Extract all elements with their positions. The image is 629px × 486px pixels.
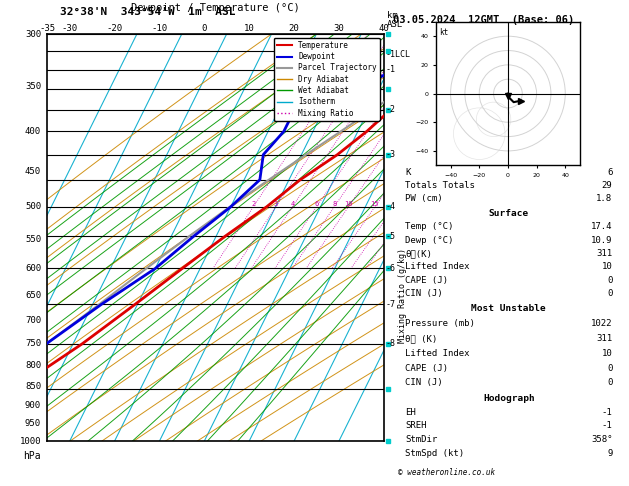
Text: 0: 0 [607, 378, 613, 387]
Text: 30: 30 [333, 24, 344, 33]
Text: Lifted Index: Lifted Index [405, 262, 470, 271]
Text: 350: 350 [25, 82, 41, 91]
Text: -1: -1 [386, 65, 396, 74]
Text: CAPE (J): CAPE (J) [405, 364, 448, 373]
Text: 4: 4 [290, 201, 294, 207]
Text: 311: 311 [596, 334, 613, 343]
Text: 0: 0 [607, 364, 613, 373]
Text: -5: -5 [386, 232, 396, 241]
Text: 0: 0 [607, 276, 613, 285]
Legend: Temperature, Dewpoint, Parcel Trajectory, Dry Adiabat, Wet Adiabat, Isotherm, Mi: Temperature, Dewpoint, Parcel Trajectory… [274, 38, 380, 121]
Text: Temp (°C): Temp (°C) [405, 222, 454, 231]
Text: 3: 3 [274, 201, 278, 207]
Text: 311: 311 [596, 249, 613, 258]
Text: 40: 40 [378, 24, 389, 33]
Text: -30: -30 [62, 24, 77, 33]
Text: Totals Totals: Totals Totals [405, 181, 475, 190]
Text: 03.05.2024  12GMT  (Base: 06): 03.05.2024 12GMT (Base: 06) [393, 15, 574, 25]
Text: 2: 2 [251, 201, 255, 207]
Text: hPa: hPa [23, 451, 41, 462]
Text: -35: -35 [39, 24, 55, 33]
Text: 400: 400 [25, 127, 41, 136]
Text: -3: -3 [386, 150, 396, 159]
Text: 10.9: 10.9 [591, 236, 613, 244]
Text: 358°: 358° [591, 435, 613, 444]
Text: 800: 800 [25, 361, 41, 370]
Text: K: K [405, 168, 411, 177]
Text: 0: 0 [201, 24, 207, 33]
Text: CIN (J): CIN (J) [405, 289, 443, 298]
Text: Mixing Ratio (g/kg): Mixing Ratio (g/kg) [398, 248, 407, 343]
Text: 750: 750 [25, 340, 41, 348]
Text: Dewpoint / Temperature (°C): Dewpoint / Temperature (°C) [131, 3, 300, 14]
Text: -20: -20 [106, 24, 123, 33]
Text: -4: -4 [386, 202, 396, 211]
Text: 300: 300 [25, 30, 41, 38]
Text: -6: -6 [386, 264, 396, 273]
Text: -1: -1 [602, 408, 613, 417]
Text: -2: -2 [386, 105, 396, 114]
Text: Hodograph: Hodograph [483, 394, 535, 403]
Text: 850: 850 [25, 382, 41, 391]
Text: ASL: ASL [387, 20, 403, 29]
Text: 9: 9 [607, 449, 613, 458]
Text: 10: 10 [602, 348, 613, 358]
Text: 10: 10 [344, 201, 353, 207]
Text: -1LCL: -1LCL [386, 51, 411, 59]
Text: EH: EH [405, 408, 416, 417]
Text: Surface: Surface [489, 209, 529, 218]
Text: 6: 6 [607, 168, 613, 177]
Text: 20: 20 [289, 24, 299, 33]
Text: km: km [387, 11, 398, 20]
Text: 650: 650 [25, 291, 41, 300]
Text: 29: 29 [602, 181, 613, 190]
Text: 10: 10 [602, 262, 613, 271]
Text: 6: 6 [314, 201, 319, 207]
Text: SREH: SREH [405, 421, 427, 431]
Text: kt: kt [439, 28, 448, 36]
Text: 1.8: 1.8 [596, 194, 613, 204]
Text: 450: 450 [25, 167, 41, 175]
Text: 950: 950 [25, 419, 41, 429]
Text: 10: 10 [243, 24, 255, 33]
Text: StmSpd (kt): StmSpd (kt) [405, 449, 464, 458]
Text: CIN (J): CIN (J) [405, 378, 443, 387]
Text: θᴇ(K): θᴇ(K) [405, 249, 432, 258]
Text: Dewp (°C): Dewp (°C) [405, 236, 454, 244]
Text: -8: -8 [386, 340, 396, 348]
Text: Pressure (mb): Pressure (mb) [405, 319, 475, 328]
Text: -10: -10 [152, 24, 167, 33]
Text: 900: 900 [25, 401, 41, 410]
Text: 8: 8 [332, 201, 337, 207]
Text: © weatheronline.co.uk: © weatheronline.co.uk [398, 468, 494, 477]
Text: 600: 600 [25, 264, 41, 273]
Text: Most Unstable: Most Unstable [472, 304, 546, 313]
Text: 500: 500 [25, 202, 41, 211]
Text: 1022: 1022 [591, 319, 613, 328]
Text: 32°38'N  343°54'W  1m  ASL: 32°38'N 343°54'W 1m ASL [60, 7, 235, 17]
Text: PW (cm): PW (cm) [405, 194, 443, 204]
Text: CAPE (J): CAPE (J) [405, 276, 448, 285]
Text: 1000: 1000 [19, 437, 41, 446]
Text: 17.4: 17.4 [591, 222, 613, 231]
Text: 0: 0 [607, 289, 613, 298]
Text: StmDir: StmDir [405, 435, 438, 444]
Text: θᴇ (K): θᴇ (K) [405, 334, 438, 343]
Text: 700: 700 [25, 316, 41, 325]
Text: 550: 550 [25, 235, 41, 243]
Text: -7: -7 [386, 300, 396, 309]
Text: -1: -1 [602, 421, 613, 431]
Text: 15: 15 [370, 201, 379, 207]
Text: Lifted Index: Lifted Index [405, 348, 470, 358]
